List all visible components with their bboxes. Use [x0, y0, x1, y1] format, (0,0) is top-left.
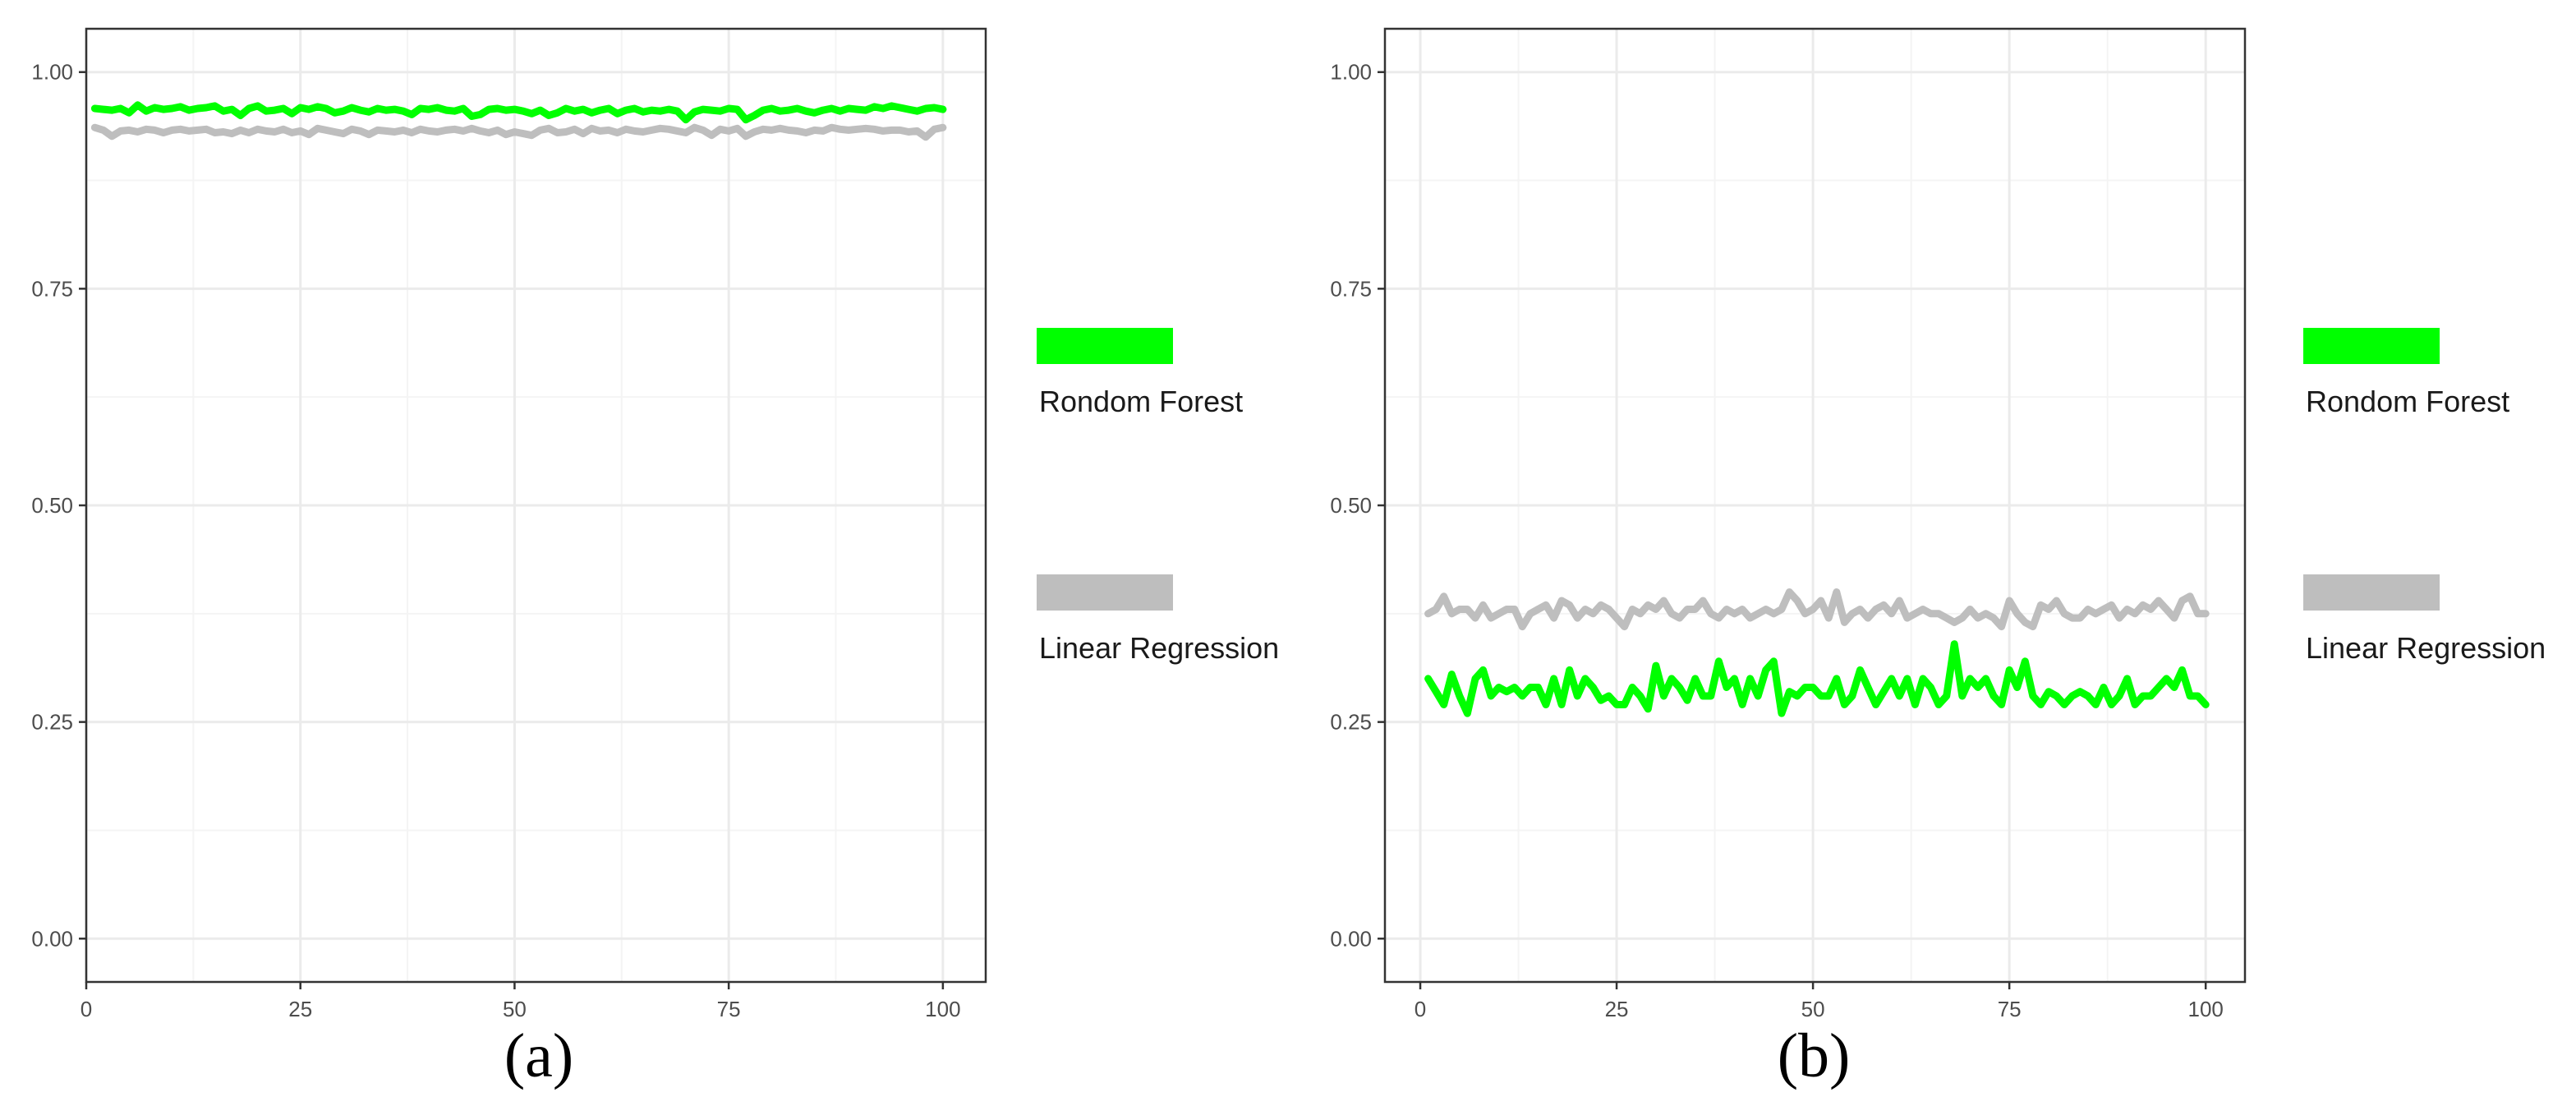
x-tick-label: 0	[80, 997, 92, 1021]
x-tick-label: 50	[1801, 997, 1825, 1021]
x-tick-label: 100	[925, 997, 960, 1021]
legend: Rondom Forest Linear Regression	[1037, 328, 1279, 665]
y-tick-label: 0.75	[1330, 276, 1372, 301]
chart-panel-a: 0 25 50 75 100 0.00 0.25 0.50 0.75 1.00 Rondom For…	[31, 27, 1279, 1090]
y-tick-label: 0.00	[1330, 926, 1372, 951]
panel-caption: (a)	[504, 1021, 573, 1090]
x-tick-label: 0	[1414, 997, 1426, 1021]
legend-swatch-linear-regression	[2303, 574, 2440, 611]
legend-label-random-forest: Rondom Forest	[2306, 385, 2509, 418]
x-tick-label: 100	[2187, 997, 2223, 1021]
legend-label-random-forest: Rondom Forest	[1039, 385, 1243, 418]
y-tick-label: 0.25	[1330, 710, 1372, 735]
legend-swatch-linear-regression	[1037, 574, 1173, 611]
y-tick-label: 0.25	[31, 710, 73, 735]
x-tick-label: 25	[288, 997, 312, 1021]
legend-label-linear-regression: Linear Regression	[2306, 631, 2546, 665]
legend-label-linear-regression: Linear Regression	[1039, 631, 1279, 665]
y-tick-label: 0.50	[1330, 493, 1372, 518]
series-line-linear-regression	[90, 123, 947, 141]
y-tick-label: 1.00	[1330, 60, 1372, 85]
x-tick-label: 75	[1998, 997, 2022, 1021]
legend: Rondom Forest Linear Regression	[2303, 328, 2546, 665]
series-line-random-forest	[90, 101, 947, 124]
panel-caption: (b)	[1778, 1021, 1851, 1090]
y-tick-label: 1.00	[31, 60, 73, 85]
chart-panel-b: 0 25 50 75 100 0.00 0.25 0.50 0.75 1.00 Rondom For…	[1330, 27, 2546, 1090]
x-tick-label: 50	[503, 997, 527, 1021]
series-line-linear-regression	[1424, 588, 2210, 631]
legend-swatch-random-forest	[2303, 328, 2440, 364]
x-tick-label: 25	[1605, 997, 1629, 1021]
x-tick-label: 75	[717, 997, 741, 1021]
y-tick-label: 0.75	[31, 276, 73, 301]
y-tick-label: 0.00	[31, 926, 73, 951]
series-line-random-forest	[1424, 640, 2210, 717]
legend-swatch-random-forest	[1037, 328, 1173, 364]
y-tick-label: 0.50	[31, 493, 73, 518]
